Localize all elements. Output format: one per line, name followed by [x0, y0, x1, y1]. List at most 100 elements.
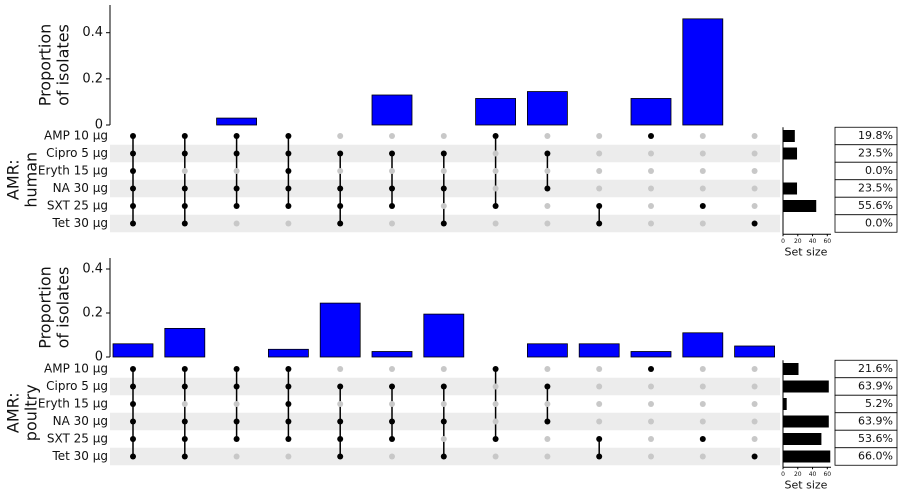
set-label: AMP 10 µg	[44, 362, 108, 376]
membership-dot	[130, 133, 136, 139]
set-size-bar	[783, 380, 829, 393]
bar	[682, 332, 724, 358]
set-label: Eryth 15 µg	[38, 397, 108, 411]
set-label: Cipro 5 µg	[46, 379, 108, 393]
membership-dot	[699, 133, 706, 139]
set-label: AMP 10 µg	[44, 129, 108, 143]
membership-dot	[285, 168, 292, 174]
membership-dot	[181, 220, 188, 227]
membership-dot	[699, 185, 706, 192]
membership-dot	[233, 401, 240, 407]
set-size-label: Set size	[785, 478, 828, 491]
bar	[371, 94, 413, 126]
membership-dot	[596, 133, 603, 139]
membership-dot	[285, 383, 292, 390]
membership-dot	[751, 203, 758, 209]
membership-dot	[699, 453, 706, 460]
membership-dot	[596, 401, 603, 407]
bar	[267, 348, 309, 358]
y-axis-label: Proportion	[36, 266, 55, 349]
membership-dot	[440, 150, 447, 157]
membership-dot	[492, 453, 499, 460]
membership-dot	[596, 366, 603, 372]
y-tick-label: 0.2	[82, 71, 103, 86]
set-size-label: Set size	[785, 245, 828, 258]
membership-dot	[648, 168, 654, 174]
membership-dot	[389, 168, 395, 174]
membership-dot	[337, 453, 344, 460]
y-axis-label: of isolates	[54, 24, 73, 106]
membership-dot	[389, 150, 395, 157]
membership-dot	[751, 366, 758, 372]
bar	[216, 117, 258, 126]
membership-dot	[181, 453, 188, 460]
set-size-tick-label: 0	[781, 471, 785, 478]
membership-dot	[440, 401, 447, 407]
membership-dot	[648, 401, 654, 407]
membership-dot	[699, 418, 706, 425]
membership-dot	[389, 203, 395, 209]
membership-dot	[596, 436, 603, 442]
set-size-bar	[783, 200, 817, 212]
membership-dot	[233, 383, 240, 390]
membership-dot	[130, 168, 136, 174]
percent-cell	[834, 447, 898, 466]
percent-label: 66.0%	[858, 450, 893, 463]
set-axis-label: human	[22, 152, 41, 208]
membership-dot	[596, 453, 603, 460]
set-size-bar	[783, 363, 799, 375]
membership-dot	[648, 418, 654, 425]
membership-dot	[130, 383, 136, 390]
membership-dot	[699, 401, 706, 407]
membership-dot	[285, 203, 292, 209]
membership-dot	[440, 383, 447, 390]
percent-label: 0.0%	[865, 164, 893, 177]
membership-dot	[492, 436, 499, 442]
membership-dot	[544, 401, 551, 407]
membership-dot	[130, 401, 136, 407]
bar	[164, 327, 206, 358]
percent-cell	[834, 214, 898, 233]
membership-dot	[233, 203, 240, 209]
membership-dot	[751, 185, 758, 192]
set-size-bar	[783, 130, 795, 142]
membership-dot	[337, 168, 344, 174]
membership-dot	[285, 220, 292, 227]
membership-dot	[285, 418, 292, 425]
membership-dot	[285, 133, 292, 139]
set-axis-label: AMR:	[4, 392, 23, 433]
membership-dot	[389, 401, 395, 407]
set-size-tick-label: 40	[809, 471, 817, 478]
set-size-tick-label: 20	[794, 238, 802, 245]
membership-dot	[440, 366, 447, 372]
membership-dot	[544, 383, 551, 390]
membership-dot	[233, 366, 240, 372]
membership-dot	[181, 418, 188, 425]
bar	[682, 18, 724, 126]
membership-dot	[596, 150, 603, 157]
membership-dot	[699, 150, 706, 157]
membership-dot	[699, 168, 706, 174]
membership-dot	[181, 168, 188, 174]
membership-dot	[130, 366, 136, 372]
membership-dot	[492, 168, 499, 174]
membership-dot	[181, 436, 188, 442]
membership-dot	[544, 150, 551, 157]
set-label: Tet 30 µg	[51, 216, 108, 230]
membership-dot	[492, 203, 499, 209]
set-size-tick-label: 0	[781, 238, 785, 245]
membership-dot	[389, 453, 395, 460]
membership-dot	[492, 133, 499, 139]
membership-dot	[699, 436, 706, 442]
membership-dot	[130, 185, 136, 192]
set-size-tick-label: 60	[823, 471, 831, 478]
membership-dot	[648, 366, 654, 372]
percent-label: 23.5%	[858, 147, 893, 160]
membership-dot	[596, 185, 603, 192]
membership-dot	[130, 453, 136, 460]
membership-dot	[337, 203, 344, 209]
membership-dot	[596, 383, 603, 390]
bar	[630, 351, 672, 358]
membership-dot	[751, 383, 758, 390]
membership-dot	[751, 401, 758, 407]
